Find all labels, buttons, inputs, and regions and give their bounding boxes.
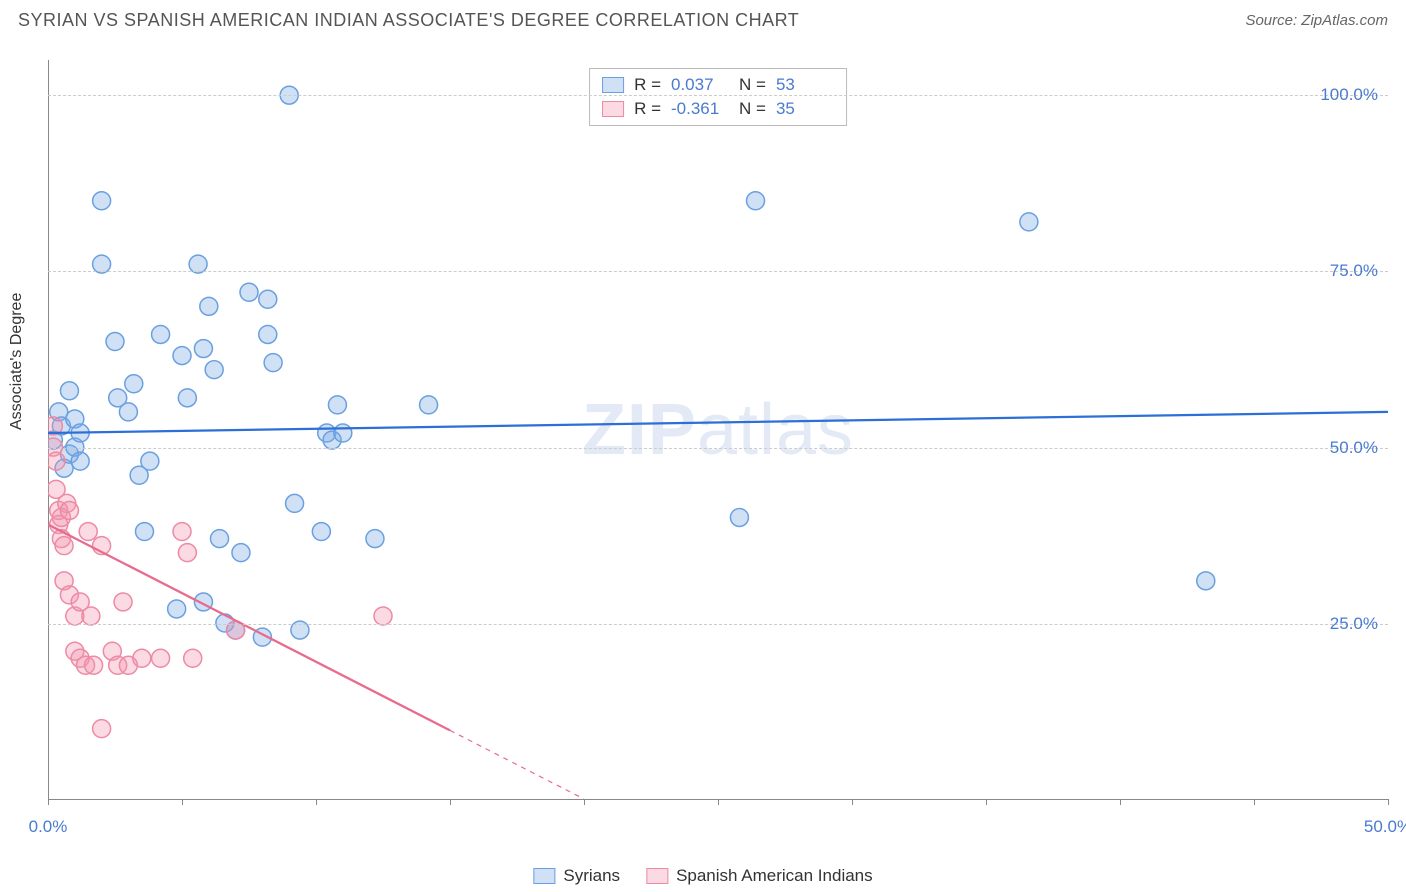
data-point bbox=[374, 607, 392, 625]
data-point bbox=[747, 192, 765, 210]
data-point bbox=[1020, 213, 1038, 231]
data-point bbox=[312, 523, 330, 541]
scatter-plot bbox=[48, 60, 1388, 799]
data-point bbox=[125, 375, 143, 393]
data-point bbox=[114, 593, 132, 611]
swatch-icon bbox=[646, 868, 668, 884]
x-tick bbox=[584, 799, 585, 805]
data-point bbox=[1197, 572, 1215, 590]
data-point bbox=[173, 523, 191, 541]
data-point bbox=[141, 452, 159, 470]
data-point bbox=[82, 607, 100, 625]
y-tick-label: 25.0% bbox=[1330, 614, 1378, 634]
data-point bbox=[93, 192, 111, 210]
data-point bbox=[240, 283, 258, 301]
data-point bbox=[730, 508, 748, 526]
data-point bbox=[178, 389, 196, 407]
data-point bbox=[259, 290, 277, 308]
x-tick bbox=[48, 799, 49, 805]
n-value: 53 bbox=[776, 75, 834, 95]
data-point bbox=[264, 354, 282, 372]
data-point bbox=[55, 537, 73, 555]
legend-row: R = -0.361 N = 35 bbox=[602, 97, 834, 121]
data-point bbox=[152, 325, 170, 343]
x-tick bbox=[1388, 799, 1389, 805]
x-tick bbox=[182, 799, 183, 805]
data-point bbox=[85, 656, 103, 674]
data-point bbox=[200, 297, 218, 315]
y-tick-label: 50.0% bbox=[1330, 438, 1378, 458]
data-point bbox=[60, 501, 78, 519]
gridline bbox=[48, 271, 1388, 272]
data-point bbox=[133, 649, 151, 667]
gridline bbox=[48, 448, 1388, 449]
x-tick bbox=[1120, 799, 1121, 805]
x-tick-label: 50.0% bbox=[1364, 817, 1406, 837]
data-point bbox=[60, 382, 78, 400]
y-axis-label: Associate's Degree bbox=[8, 293, 26, 430]
data-point bbox=[93, 255, 111, 273]
source-attribution: Source: ZipAtlas.com bbox=[1245, 12, 1388, 29]
data-point bbox=[328, 396, 346, 414]
data-point bbox=[189, 255, 207, 273]
chart-title: SYRIAN VS SPANISH AMERICAN INDIAN ASSOCI… bbox=[18, 10, 799, 31]
n-label: N = bbox=[739, 75, 766, 95]
data-point bbox=[205, 361, 223, 379]
data-point bbox=[152, 649, 170, 667]
data-point bbox=[366, 530, 384, 548]
gridline bbox=[48, 624, 1388, 625]
data-point bbox=[184, 649, 202, 667]
x-tick bbox=[718, 799, 719, 805]
n-label: N = bbox=[739, 99, 766, 119]
x-tick bbox=[450, 799, 451, 805]
swatch-icon bbox=[533, 868, 555, 884]
trend-line-extrapolated bbox=[450, 730, 584, 799]
data-point bbox=[232, 544, 250, 562]
data-point bbox=[119, 403, 137, 421]
legend-item: Spanish American Indians bbox=[646, 866, 873, 886]
swatch-icon bbox=[602, 101, 624, 117]
data-point bbox=[173, 347, 191, 365]
x-tick bbox=[316, 799, 317, 805]
r-value: -0.361 bbox=[671, 99, 729, 119]
trend-line bbox=[48, 412, 1388, 433]
r-value: 0.037 bbox=[671, 75, 729, 95]
chart-area: ZIPatlas R = 0.037 N = 53 R = -0.361 N =… bbox=[48, 60, 1388, 800]
data-point bbox=[106, 333, 124, 351]
data-point bbox=[48, 452, 65, 470]
data-point bbox=[135, 523, 153, 541]
data-point bbox=[286, 494, 304, 512]
data-point bbox=[334, 424, 352, 442]
data-point bbox=[71, 452, 89, 470]
series-legend: Syrians Spanish American Indians bbox=[533, 866, 872, 886]
legend-item: Syrians bbox=[533, 866, 620, 886]
x-tick bbox=[986, 799, 987, 805]
y-tick-label: 100.0% bbox=[1320, 85, 1378, 105]
stats-legend: R = 0.037 N = 53 R = -0.361 N = 35 bbox=[589, 68, 847, 126]
r-label: R = bbox=[634, 75, 661, 95]
y-tick-label: 75.0% bbox=[1330, 261, 1378, 281]
legend-label: Syrians bbox=[563, 866, 620, 886]
legend-row: R = 0.037 N = 53 bbox=[602, 73, 834, 97]
x-tick-label: 0.0% bbox=[29, 817, 68, 837]
gridline bbox=[48, 95, 1388, 96]
data-point bbox=[211, 530, 229, 548]
data-point bbox=[93, 720, 111, 738]
r-label: R = bbox=[634, 99, 661, 119]
data-point bbox=[259, 325, 277, 343]
data-point bbox=[79, 523, 97, 541]
swatch-icon bbox=[602, 77, 624, 93]
x-tick bbox=[1254, 799, 1255, 805]
data-point bbox=[178, 544, 196, 562]
data-point bbox=[420, 396, 438, 414]
n-value: 35 bbox=[776, 99, 834, 119]
x-tick bbox=[852, 799, 853, 805]
data-point bbox=[194, 340, 212, 358]
data-point bbox=[168, 600, 186, 618]
legend-label: Spanish American Indians bbox=[676, 866, 873, 886]
